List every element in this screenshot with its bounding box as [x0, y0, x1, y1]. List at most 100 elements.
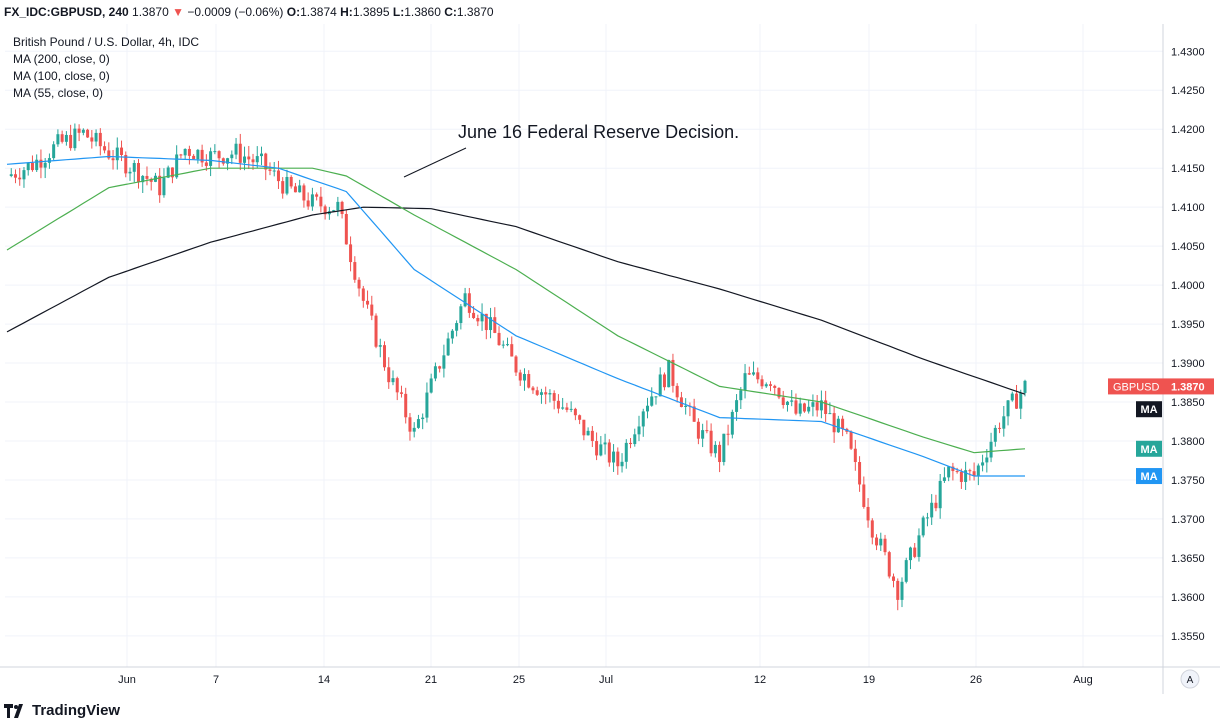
legend-ma100[interactable]: MA (100, close, 0): [13, 69, 110, 83]
candle: [340, 200, 344, 219]
candle: [722, 433, 726, 466]
x-tick-label: Jul: [599, 674, 613, 686]
candle: [993, 425, 997, 447]
price-chart[interactable]: 1.4300 1.4250 1.4200 1.4150 1.4100 1.4050 1.40…: [0, 24, 1220, 694]
candle-body: [887, 552, 891, 577]
candle-body: [459, 306, 463, 324]
candle: [730, 409, 734, 439]
candle: [616, 447, 620, 475]
legend-ma55[interactable]: MA (55, close, 0): [13, 86, 104, 100]
candle: [213, 144, 217, 155]
candle: [900, 577, 904, 608]
candle-body: [853, 448, 857, 463]
open-label: O:: [286, 5, 301, 19]
candle-body: [272, 170, 276, 172]
candle-body: [828, 413, 832, 415]
y-tick-label: 1.3650: [1171, 553, 1205, 565]
candle-body: [13, 174, 17, 178]
candle: [718, 441, 722, 473]
candle: [756, 367, 760, 384]
price-label-bg: [1108, 378, 1214, 395]
candle: [883, 534, 887, 556]
candle: [981, 454, 985, 472]
candle-body: [815, 402, 819, 411]
candle-body: [323, 206, 327, 215]
candle-body: [128, 171, 132, 174]
candle-body: [866, 506, 870, 521]
candle: [183, 148, 187, 160]
candle: [463, 287, 467, 308]
candle-body: [522, 374, 526, 381]
candle: [111, 149, 115, 170]
candle: [713, 441, 717, 458]
candle: [518, 369, 522, 386]
candle-body: [981, 462, 985, 466]
candle-body: [993, 427, 997, 442]
candle-body: [620, 461, 624, 467]
candle: [692, 398, 696, 422]
candle-body: [506, 344, 510, 346]
candle: [13, 169, 17, 184]
candle-body: [349, 244, 353, 263]
candle: [671, 353, 675, 393]
candle: [306, 192, 310, 210]
chart-area[interactable]: 1.4300 1.4250 1.4200 1.4150 1.4100 1.4050 1.40…: [0, 24, 1220, 694]
candle: [798, 397, 802, 417]
candle-body: [90, 137, 94, 142]
price-change: −0.0009 (−0.06%): [187, 5, 284, 19]
candle-body: [302, 185, 306, 201]
candle-body: [747, 373, 751, 375]
y-tick-label: 1.3750: [1171, 475, 1205, 487]
candle: [858, 456, 862, 492]
symbol-label: FX_IDC:GBPUSD, 240: [4, 5, 129, 19]
candle-body: [998, 427, 1002, 429]
candle-body: [35, 159, 39, 171]
candle: [938, 473, 942, 519]
candle: [658, 367, 662, 397]
candle: [192, 154, 196, 160]
candle: [501, 340, 505, 349]
candle-body: [692, 406, 696, 422]
candlesticks: [9, 123, 1027, 611]
candle-body: [777, 387, 781, 398]
candle: [506, 337, 510, 347]
high-value: 1.3895: [352, 5, 390, 19]
low-value: 1.3860: [404, 5, 441, 19]
candle: [747, 366, 751, 376]
candle-body: [849, 431, 853, 449]
candle-body: [904, 560, 908, 582]
legend-ma200[interactable]: MA (200, close, 0): [13, 52, 110, 66]
candle-body: [319, 196, 323, 207]
candle-body: [94, 132, 98, 142]
candle-body: [306, 200, 310, 207]
candle: [561, 397, 565, 410]
candle-body: [260, 153, 263, 157]
candle: [629, 438, 633, 449]
candle-body: [438, 366, 442, 369]
tradingview-brand[interactable]: TradingView: [4, 702, 120, 719]
candle-body: [930, 502, 934, 518]
candle: [234, 137, 238, 160]
candle: [586, 427, 590, 436]
candle-body: [399, 392, 403, 394]
candle: [624, 439, 628, 469]
y-tick-label: 1.4050: [1171, 241, 1205, 253]
candle-body: [52, 144, 56, 159]
ma-axis-tag: MA: [1136, 468, 1162, 485]
x-tick-label: Jun: [118, 674, 136, 686]
candle-body: [289, 176, 293, 187]
y-tick-label: 1.4250: [1171, 85, 1205, 97]
candle-body: [785, 401, 789, 406]
candle-body: [395, 378, 399, 393]
candle: [548, 389, 552, 403]
candle-body: [832, 413, 836, 433]
candle: [196, 148, 200, 164]
candle-body: [595, 441, 599, 456]
candle-body: [493, 317, 497, 333]
candle-body: [158, 175, 162, 196]
candle-body: [959, 471, 963, 482]
auto-scale-button[interactable]: A: [1180, 669, 1200, 689]
candle: [913, 543, 917, 559]
candle-body: [739, 390, 743, 401]
candle-body: [209, 151, 213, 166]
